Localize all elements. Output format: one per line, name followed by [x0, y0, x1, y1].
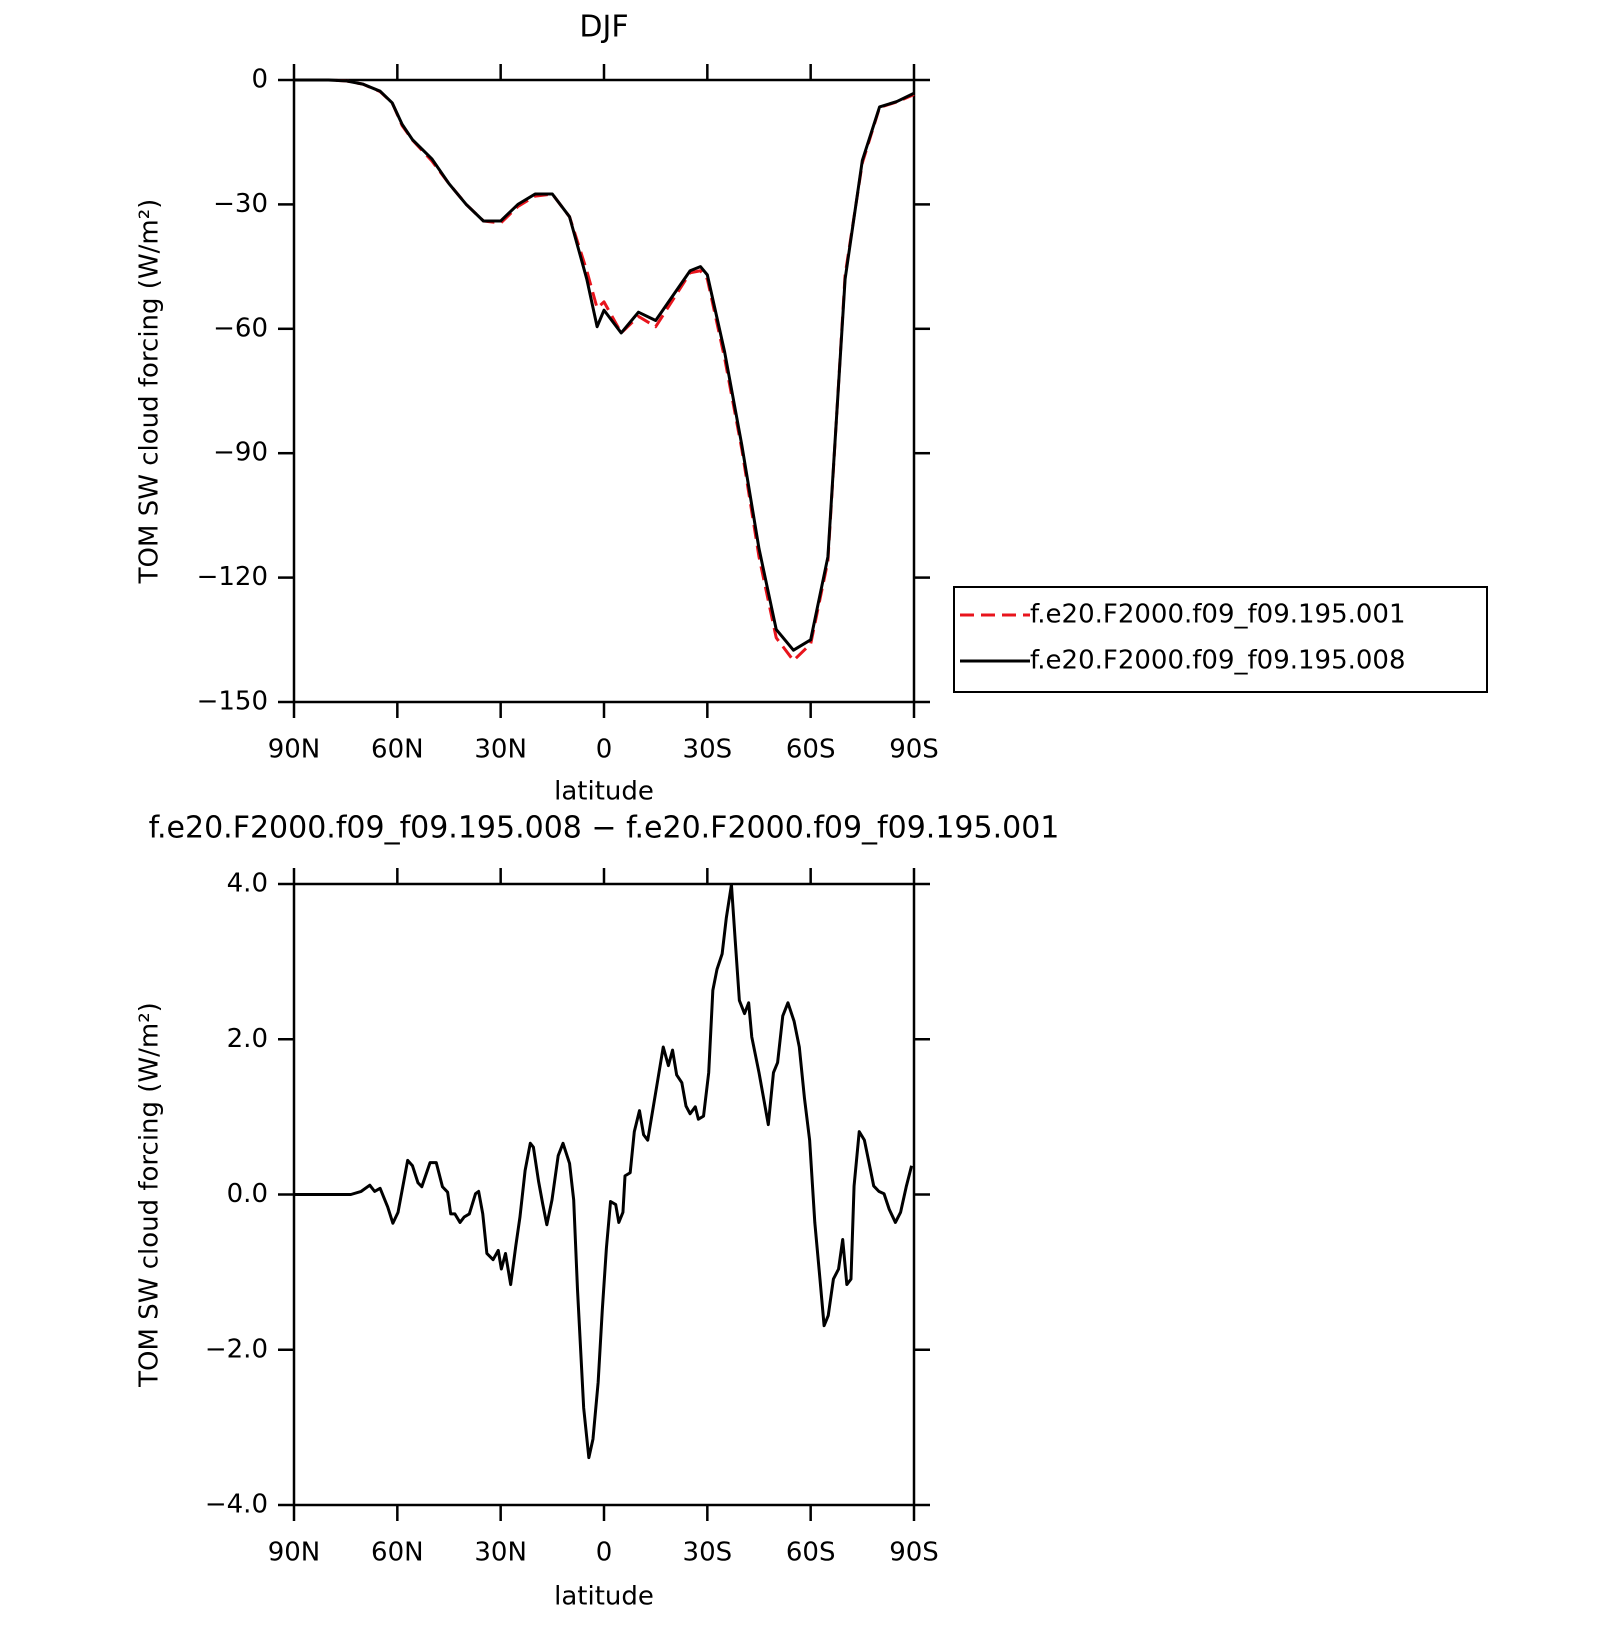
data-line [294, 78, 915, 652]
x-tick-label: 60S [786, 735, 836, 765]
x-tick-label: 60N [371, 1538, 424, 1568]
plot-frame [292, 78, 916, 704]
y-tick-label: −90 [213, 438, 268, 468]
chart-title: DJF [579, 10, 628, 45]
x-tick-label: 60N [371, 735, 424, 765]
y-axis-label: TOM SW cloud forcing (W/m²) [135, 1002, 165, 1388]
x-tick-label: 90N [268, 735, 321, 765]
y-tick-label: −120 [197, 562, 268, 592]
x-tick-label: 90S [889, 735, 939, 765]
y-tick-label: −150 [197, 687, 268, 717]
x-tick-label: 30N [474, 735, 527, 765]
y-tick-label: 0.0 [227, 1179, 268, 1209]
x-tick-label: 30N [474, 1538, 527, 1568]
y-tick-label: 0 [251, 65, 268, 95]
y-tick-label: −2.0 [205, 1334, 268, 1364]
x-tick-label: 0 [596, 735, 613, 765]
x-axis-label: latitude [554, 777, 654, 807]
legend-label: f.e20.F2000.f09_f09.195.001 [1030, 600, 1406, 630]
x-tick-label: 90S [889, 1538, 939, 1568]
y-tick-label: −4.0 [205, 1490, 268, 1520]
x-tick-label: 0 [596, 1538, 613, 1568]
legend-box [953, 586, 1488, 693]
legend-label: f.e20.F2000.f09_f09.195.008 [1030, 646, 1406, 676]
y-axis-label: TOM SW cloud forcing (W/m²) [135, 199, 165, 585]
data-line [294, 78, 915, 663]
y-tick-label: 2.0 [227, 1024, 268, 1054]
y-tick-label: −30 [213, 189, 268, 219]
data-line [294, 883, 914, 1460]
x-tick-label: 90N [268, 1538, 321, 1568]
x-axis-label: latitude [554, 1582, 654, 1612]
x-tick-label: 30S [683, 1538, 733, 1568]
y-tick-label: −60 [213, 313, 268, 343]
chart-title: f.e20.F2000.f09_f09.195.008 − f.e20.F200… [149, 811, 1060, 846]
x-tick-label: 60S [786, 1538, 836, 1568]
x-tick-label: 30S [683, 735, 733, 765]
plot-frame [292, 882, 916, 1507]
y-tick-label: 4.0 [227, 869, 268, 899]
